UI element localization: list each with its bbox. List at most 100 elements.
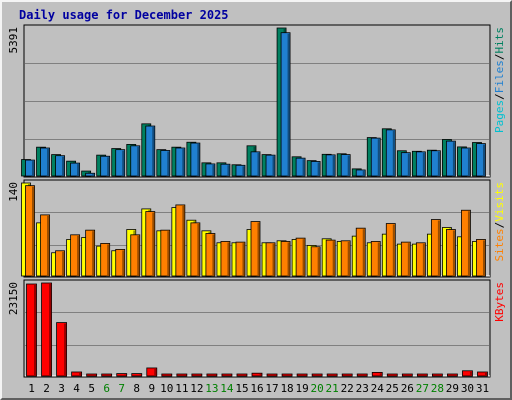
bar-kbytes-day-16 — [251, 372, 263, 377]
bar-kbytes-day-10 — [161, 373, 173, 377]
legend-kbytes: KBytes — [493, 282, 506, 322]
bar-kbytes-day-31 — [477, 371, 488, 377]
x-axis-labels: 1 2 3 4 5 6 7 8 9 10 11 12 13 14 15 16 17 18 19 20 21 22 23 24 2… — [28, 382, 489, 395]
x-tick-label-16: 16 — [250, 382, 263, 395]
bar-sites-day-13 — [205, 233, 216, 277]
bar-kbytes-day-19 — [296, 373, 308, 377]
legend-item: / — [493, 93, 506, 100]
bar-sites-day-9 — [145, 211, 156, 277]
bar-sites-day-20 — [310, 246, 321, 277]
legend-item: / — [493, 222, 506, 229]
x-tick-label-10: 10 — [160, 382, 173, 395]
bar-files-day-11 — [175, 147, 186, 177]
x-tick-label-30: 30 — [461, 382, 474, 395]
bar-kbytes-day-11 — [176, 373, 188, 377]
x-tick-label-31: 31 — [476, 382, 489, 395]
legend-item: / — [493, 54, 506, 61]
bar-sites-day-11 — [175, 204, 186, 277]
x-tick-label-6: 6 — [103, 382, 110, 395]
bar-sites-day-8 — [130, 234, 141, 277]
x-tick-label-23: 23 — [356, 382, 369, 395]
bar-kbytes-day-8 — [131, 373, 143, 377]
x-tick-label-14: 14 — [220, 382, 234, 395]
panel-visits-sites: 140 Sites/Visits — [7, 179, 506, 278]
bar-sites-day-19 — [295, 237, 306, 277]
bar-kbytes-day-27 — [416, 373, 428, 377]
x-tick-label-28: 28 — [431, 382, 444, 395]
bar-sites-day-14 — [220, 241, 231, 277]
bar-files-day-4 — [70, 162, 81, 177]
bar-kbytes-day-26 — [401, 373, 413, 377]
bar-kbytes-day-21 — [326, 373, 338, 377]
bar-kbytes-day-6 — [101, 373, 113, 377]
x-tick-label-19: 19 — [295, 382, 308, 395]
bar-sites-day-4 — [70, 234, 81, 277]
bar-kbytes-day-24 — [371, 371, 383, 377]
bar-kbytes-day-12 — [191, 373, 203, 377]
panel-background — [23, 279, 491, 378]
bar-sites-day-18 — [280, 241, 291, 277]
bar-files-day-6 — [100, 155, 111, 177]
bar-files-day-25 — [385, 129, 396, 177]
x-tick-label-2: 2 — [43, 382, 50, 395]
bar-files-day-1 — [25, 159, 35, 177]
panel-kbytes: 23150 KBytes — [7, 279, 506, 378]
x-tick-label-1: 1 — [28, 382, 35, 395]
legend-item: KBytes — [493, 282, 506, 322]
x-tick-label-9: 9 — [148, 382, 155, 395]
bar-files-day-9 — [145, 125, 156, 177]
bar-sites-day-7 — [115, 249, 126, 277]
legend-item: Visits — [493, 182, 506, 222]
bar-files-day-15 — [235, 164, 246, 177]
bar-kbytes-day-9 — [146, 367, 158, 377]
bar-kbytes-day-22 — [341, 373, 353, 377]
bar-sites-day-22 — [340, 240, 351, 277]
bar-files-day-14 — [220, 163, 231, 177]
x-tick-label-5: 5 — [88, 382, 95, 395]
legend-item: Sites — [493, 228, 506, 261]
bar-sites-day-5 — [85, 229, 96, 277]
x-tick-label-12: 12 — [190, 382, 203, 395]
y-max-label: 140 — [7, 182, 20, 202]
bar-sites-day-17 — [265, 242, 276, 277]
bar-kbytes-day-20 — [311, 373, 323, 377]
bar-sites-day-12 — [190, 222, 201, 277]
chart-title: Daily usage for December 2025 — [19, 8, 229, 22]
bar-files-day-13 — [205, 163, 216, 177]
bar-kbytes-day-5 — [86, 373, 98, 377]
bar-sites-day-29 — [446, 229, 456, 277]
bar-files-day-5 — [85, 172, 96, 177]
bar-files-day-22 — [340, 154, 351, 177]
bar-sites-day-10 — [160, 229, 171, 277]
bar-files-day-30 — [461, 147, 471, 177]
x-tick-label-29: 29 — [446, 382, 459, 395]
bar-files-day-19 — [295, 157, 306, 177]
bar-kbytes-day-13 — [206, 373, 218, 377]
bar-kbytes-day-7 — [116, 373, 128, 377]
bar-files-day-27 — [415, 151, 426, 177]
bar-files-day-29 — [446, 140, 456, 177]
bar-sites-day-31 — [476, 239, 486, 277]
bar-files-day-24 — [370, 137, 381, 177]
bar-files-day-18 — [280, 32, 291, 177]
bar-files-day-12 — [190, 142, 201, 177]
bar-sites-day-21 — [325, 239, 336, 277]
bar-kbytes-day-28 — [431, 373, 443, 377]
bar-files-day-16 — [250, 151, 261, 177]
x-tick-label-24: 24 — [371, 382, 385, 395]
x-tick-label-11: 11 — [175, 382, 188, 395]
bar-files-day-3 — [55, 155, 65, 177]
bar-files-day-28 — [430, 150, 441, 177]
bar-kbytes-day-4 — [71, 371, 83, 377]
bar-files-day-21 — [325, 154, 336, 177]
bar-files-day-20 — [310, 161, 321, 177]
y-max-label: 5391 — [7, 27, 20, 54]
bar-sites-day-25 — [385, 223, 396, 277]
y-max-label: 23150 — [7, 282, 20, 315]
bar-sites-day-23 — [355, 227, 366, 277]
legend-item: Files — [493, 60, 506, 93]
x-tick-label-21: 21 — [326, 382, 339, 395]
bar-files-day-26 — [400, 152, 411, 177]
x-tick-label-17: 17 — [265, 382, 278, 395]
